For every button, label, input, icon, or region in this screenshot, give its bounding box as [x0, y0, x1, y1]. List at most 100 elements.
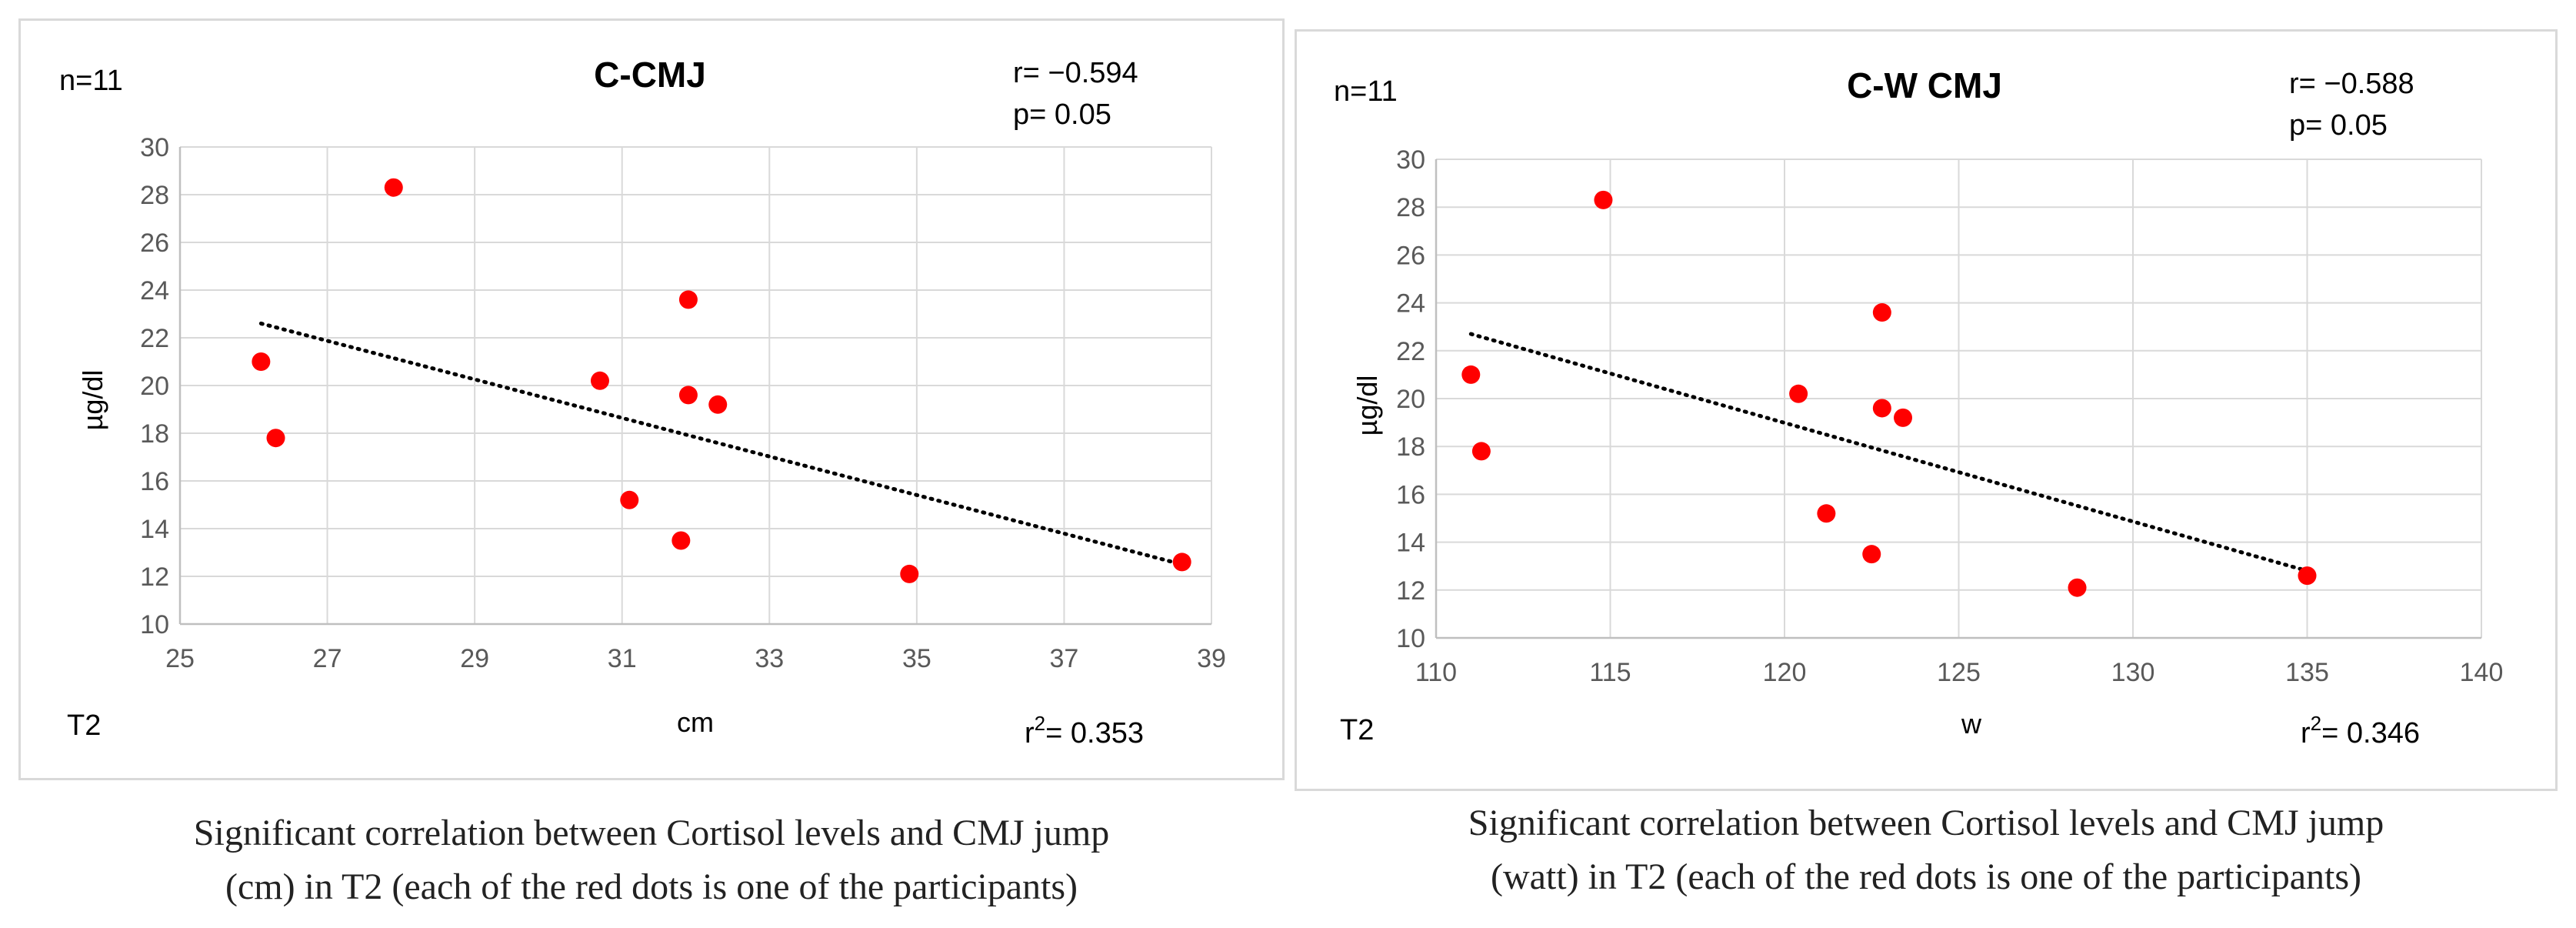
points-layer — [1461, 190, 2317, 597]
data-point — [590, 371, 609, 390]
data-point — [671, 531, 691, 550]
x-tick-label: 110 — [1415, 658, 1457, 687]
y-tick-label: 12 — [140, 562, 169, 592]
x-tick-label: 39 — [1197, 644, 1226, 673]
y-tick-label: 30 — [1396, 145, 1425, 175]
y-tick-label: 16 — [1396, 480, 1425, 509]
x-tick-label: 120 — [1763, 658, 1807, 687]
y-tick-label: 22 — [1396, 337, 1425, 366]
y-tick-label: 20 — [140, 372, 169, 401]
data-point — [620, 490, 639, 509]
chart-svg-cmj-watt: 10 12 14 16 18 20 22 24 26 28 30 110 115 120 125 130 135… — [1334, 65, 2503, 749]
x-tick-label: 25 — [165, 644, 195, 673]
r2-value: = 0.346 — [2321, 717, 2420, 749]
n-label: n=11 — [1334, 75, 1398, 108]
r2-sup: 2 — [1035, 712, 1045, 735]
x-tick-label: 125 — [1937, 658, 1981, 687]
grid-layer — [1436, 159, 2482, 638]
axis-layer — [178, 147, 1211, 626]
time-label: T2 — [1340, 714, 1374, 746]
n-label: n=11 — [59, 65, 123, 97]
data-point — [1817, 504, 1836, 523]
r-label: r= −0.588 — [2289, 68, 2414, 100]
data-point — [1471, 442, 1491, 461]
chart-panel-cmj-watt: 10 12 14 16 18 20 22 24 26 28 30 110 115 120 125 130 135… — [1295, 29, 2558, 791]
y-tick-label: 18 — [140, 419, 169, 449]
data-point — [708, 395, 728, 414]
y-tick-label: 22 — [140, 324, 169, 353]
data-point — [1172, 552, 1191, 572]
y-tick-label: 14 — [140, 515, 169, 544]
p-label: p= 0.05 — [2289, 109, 2388, 142]
data-point — [252, 352, 271, 371]
y-tick-label: 10 — [140, 610, 169, 639]
y-tick-label: 26 — [140, 229, 169, 258]
x-tick-label: 35 — [902, 644, 931, 673]
data-point — [1461, 365, 1481, 384]
x-tick-label: 37 — [1050, 644, 1079, 673]
r2-sup: 2 — [2311, 712, 2321, 735]
time-label: T2 — [67, 709, 101, 742]
data-point — [2068, 578, 2087, 597]
data-point — [1594, 190, 1613, 209]
caption-line-2: (cm) in T2 (each of the red dots is one … — [225, 866, 1078, 907]
caption-line-1: Significant correlation between Cortisol… — [193, 813, 1110, 853]
ylabel: µg/dl — [1351, 376, 1383, 436]
y-tick-label: 24 — [1396, 289, 1425, 319]
r2-value: = 0.353 — [1045, 717, 1144, 749]
trendline — [1468, 332, 2309, 573]
data-point — [1789, 384, 1808, 403]
tick-labels: 10 12 14 16 18 20 22 24 26 28 30 110 115 120 125 130 135… — [1396, 145, 2503, 687]
trendline — [258, 321, 1185, 566]
caption-line-1: Significant correlation between Cortisol… — [1468, 803, 2384, 843]
y-tick-label: 10 — [1396, 624, 1425, 653]
data-point — [266, 429, 285, 448]
x-tick-label: 140 — [2460, 658, 2504, 687]
y-tick-label: 28 — [140, 181, 169, 210]
xlabel: cm — [677, 706, 714, 738]
r2-base: r — [2301, 717, 2311, 749]
chart-title: C-W CMJ — [1847, 65, 2002, 105]
y-tick-label: 18 — [1396, 432, 1425, 462]
grid-layer — [180, 146, 1212, 624]
data-point — [678, 290, 698, 309]
chart-panel-cmj-cm: 10 12 14 16 18 20 22 24 26 28 30 25 27 29 31 33 35 37 39 C… — [18, 18, 1285, 780]
data-point — [678, 386, 698, 405]
chart-title: C-CMJ — [594, 55, 706, 95]
p-label: p= 0.05 — [1013, 98, 1111, 131]
caption-line-2: (watt) in T2 (each of the red dots is on… — [1490, 856, 2362, 897]
data-point — [900, 564, 919, 583]
x-tick-label: 115 — [1589, 658, 1631, 687]
figure-caption-watt: Significant correlation between Cortisol… — [1295, 796, 2558, 904]
x-tick-label: 135 — [2285, 658, 2329, 687]
r2-base: r — [1025, 717, 1035, 749]
y-tick-label: 20 — [1396, 385, 1425, 414]
x-tick-label: 130 — [2111, 658, 2155, 687]
x-tick-label: 33 — [755, 644, 784, 673]
axis-layer — [1435, 159, 2481, 639]
data-point — [1872, 399, 1891, 418]
x-tick-label: 31 — [608, 644, 637, 673]
y-tick-label: 14 — [1396, 529, 1425, 558]
y-tick-label: 16 — [140, 467, 169, 496]
y-tick-label: 30 — [140, 133, 169, 162]
tick-labels: 10 12 14 16 18 20 22 24 26 28 30 25 27 29 31 33 35 37 39 — [140, 133, 1226, 673]
data-point — [2298, 566, 2317, 586]
data-point — [1894, 408, 1913, 427]
ylabel: µg/dl — [77, 370, 108, 431]
figure-caption-cm: Significant correlation between Cortisol… — [18, 806, 1285, 914]
r-label: r= −0.594 — [1013, 57, 1138, 89]
data-point — [1862, 545, 1881, 564]
y-tick-label: 26 — [1396, 241, 1425, 270]
y-tick-label: 28 — [1396, 193, 1425, 222]
xlabel: w — [1961, 708, 1982, 739]
data-point — [384, 178, 403, 197]
points-layer — [252, 178, 1191, 583]
r2-label: r2= 0.353 — [1025, 712, 1144, 749]
chart-svg-cmj-cm: 10 12 14 16 18 20 22 24 26 28 30 25 27 29 31 33 35 37 39 C… — [59, 55, 1226, 749]
r2-label: r2= 0.346 — [2301, 712, 2420, 749]
data-point — [1872, 303, 1891, 322]
x-tick-label: 27 — [313, 644, 342, 673]
y-tick-label: 12 — [1396, 576, 1425, 606]
x-tick-label: 29 — [460, 644, 489, 673]
